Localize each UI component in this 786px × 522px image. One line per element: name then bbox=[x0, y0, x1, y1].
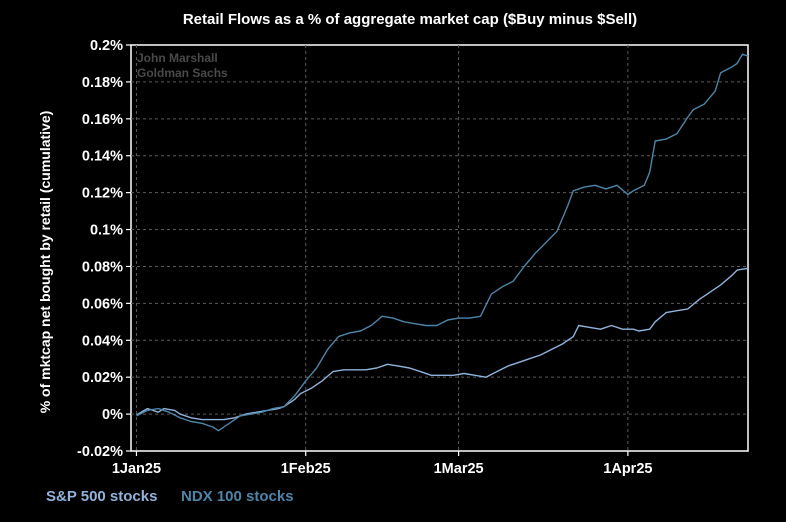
x-tick-label: 1Jan25 bbox=[112, 461, 161, 477]
legend-entry-sp500: S&P 500 stocks bbox=[46, 488, 157, 505]
x-tick-label: 1Feb25 bbox=[281, 461, 331, 477]
y-tick-label: 0.2% bbox=[90, 38, 123, 54]
y-tick-label: 0.18% bbox=[82, 75, 123, 91]
chart-title: Retail Flows as a % of aggregate market … bbox=[183, 11, 637, 28]
grid-lines bbox=[131, 45, 748, 451]
legend-entry-ndx100: NDX 100 stocks bbox=[181, 488, 294, 505]
y-tick-label: 0.08% bbox=[82, 259, 123, 275]
series-lines bbox=[136, 53, 749, 432]
y-axis-ticks: 0.2% 0.18% 0.16% 0.14% 0.12% 0.1% 0.08% 0.06% 0.… bbox=[77, 38, 131, 460]
y-tick-label: 0.14% bbox=[82, 149, 123, 165]
credit-line-name: John Marshall bbox=[137, 51, 218, 65]
y-tick-label: 0.06% bbox=[82, 296, 123, 312]
y-axis-label: % of mktcap net bought by retail (cumula… bbox=[37, 111, 53, 414]
x-tick-label: 1Apr25 bbox=[603, 461, 652, 477]
credit-line-firm: Goldman Sachs bbox=[137, 66, 228, 80]
x-tick-label: 1Mar25 bbox=[434, 461, 484, 477]
y-tick-label: 0.1% bbox=[90, 223, 123, 239]
x-axis-ticks: 1Jan25 1Feb25 1Mar25 1Apr25 bbox=[112, 451, 652, 477]
y-tick-label: -0.02% bbox=[77, 444, 123, 460]
y-tick-label: 0.04% bbox=[82, 333, 123, 349]
y-tick-label: 0.02% bbox=[82, 370, 123, 386]
y-tick-label: 0.12% bbox=[82, 186, 123, 202]
source-credit: John Marshall Goldman Sachs bbox=[137, 51, 228, 80]
plot-frame bbox=[130, 44, 749, 452]
series-line-sp500 bbox=[136, 267, 749, 421]
series-line-ndx100 bbox=[136, 53, 749, 432]
legend: S&P 500 stocks NDX 100 stocks bbox=[46, 488, 294, 505]
y-tick-label: 0% bbox=[102, 407, 123, 423]
y-tick-label: 0.16% bbox=[82, 112, 123, 128]
